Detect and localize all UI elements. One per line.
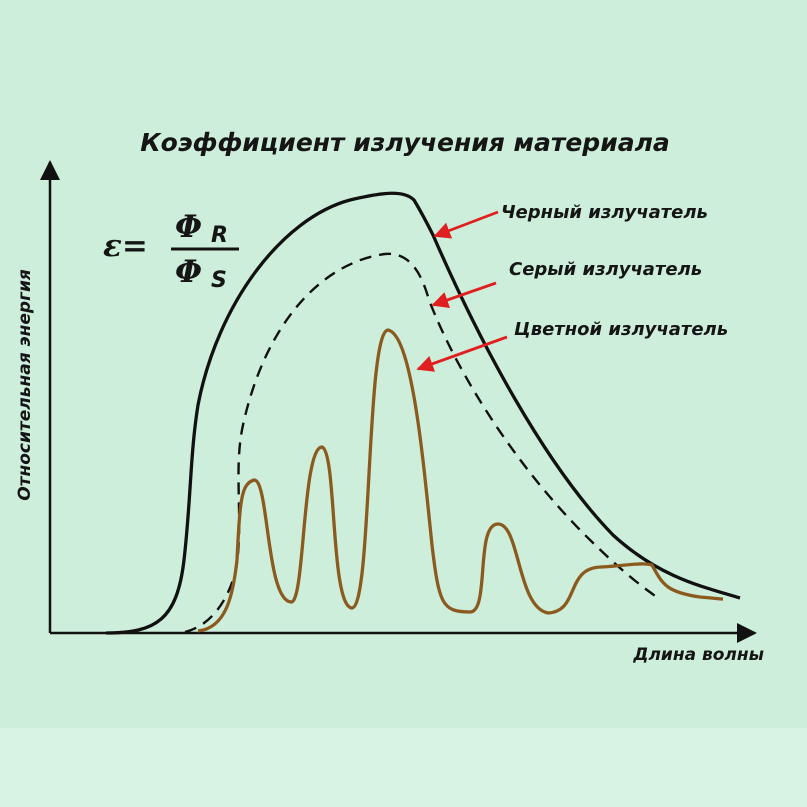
colored-emitter-curve <box>197 328 724 633</box>
background-strip <box>0 728 807 807</box>
formula-lhs: ε= <box>103 228 148 264</box>
formula-numerator: Φ <box>175 209 202 245</box>
colored-emitter-label: Цветной излучатель <box>514 319 728 340</box>
colored-emitter-pointer-arrow <box>416 335 508 372</box>
formula-denominator-subscript: S <box>211 268 227 293</box>
black-emitter-pointer-arrow <box>433 210 499 239</box>
x-axis-label: Длина волны <box>632 645 764 665</box>
y-axis-label: Относительная энергия <box>15 269 35 501</box>
gray-emitter-pointer-arrow <box>431 281 497 308</box>
black-emitter-label: Черный излучатель <box>501 202 708 223</box>
formula: ε= Φ R Φ S <box>103 209 239 293</box>
gray-emitter-label: Серый излучатель <box>509 259 702 280</box>
diagram-title: Коэффициент излучения материала <box>140 128 670 157</box>
formula-numerator-subscript: R <box>211 223 228 248</box>
black-emitter-curve <box>105 191 741 635</box>
formula-denominator: Φ <box>175 254 202 290</box>
